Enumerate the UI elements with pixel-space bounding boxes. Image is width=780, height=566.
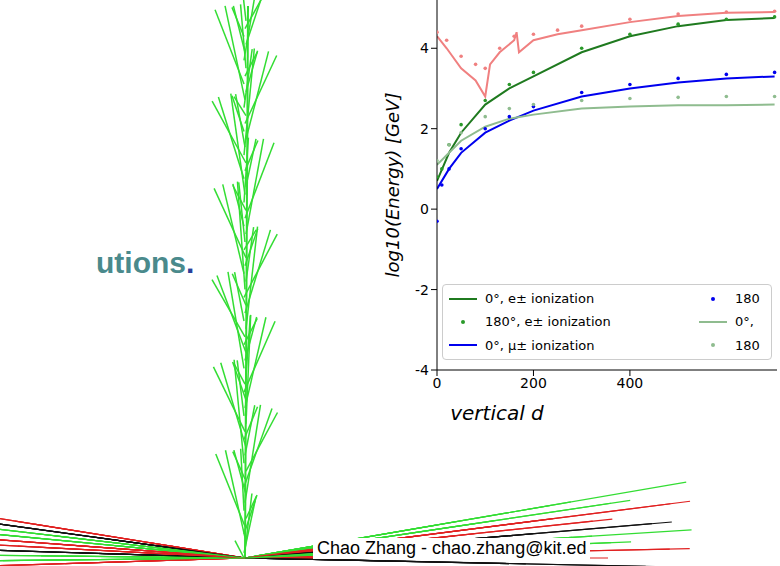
html-text:180: 180 bbox=[735, 291, 760, 307]
html-text:utions.: utions. bbox=[96, 246, 195, 279]
svg-text:log10(Energy) [GeV]: log10(Energy) [GeV] bbox=[382, 93, 403, 278]
html-text:0°, μ± ionization: 0°, μ± ionization bbox=[485, 337, 595, 353]
html-text:Chao Zhang - chao.zhang@kit.ed: Chao Zhang - chao.zhang@kit.ed bbox=[317, 538, 587, 558]
svg-text:0: 0 bbox=[433, 375, 442, 391]
svg-text:2: 2 bbox=[420, 121, 429, 137]
svg-text:-4: -4 bbox=[415, 362, 429, 378]
html-text:180°, e± ionization: 180°, e± ionization bbox=[485, 314, 611, 330]
html-text:180: 180 bbox=[735, 337, 760, 353]
svg-text:4: 4 bbox=[420, 40, 429, 56]
html-text:0°,: 0°, bbox=[735, 314, 754, 330]
svg-text:0: 0 bbox=[420, 201, 429, 217]
svg-text:vertical d: vertical d bbox=[450, 401, 544, 425]
html-text:0°, e± ionization: 0°, e± ionization bbox=[485, 291, 595, 307]
svg-text:400: 400 bbox=[617, 375, 644, 391]
svg-text:200: 200 bbox=[520, 375, 547, 391]
svg-text:-2: -2 bbox=[415, 282, 429, 298]
